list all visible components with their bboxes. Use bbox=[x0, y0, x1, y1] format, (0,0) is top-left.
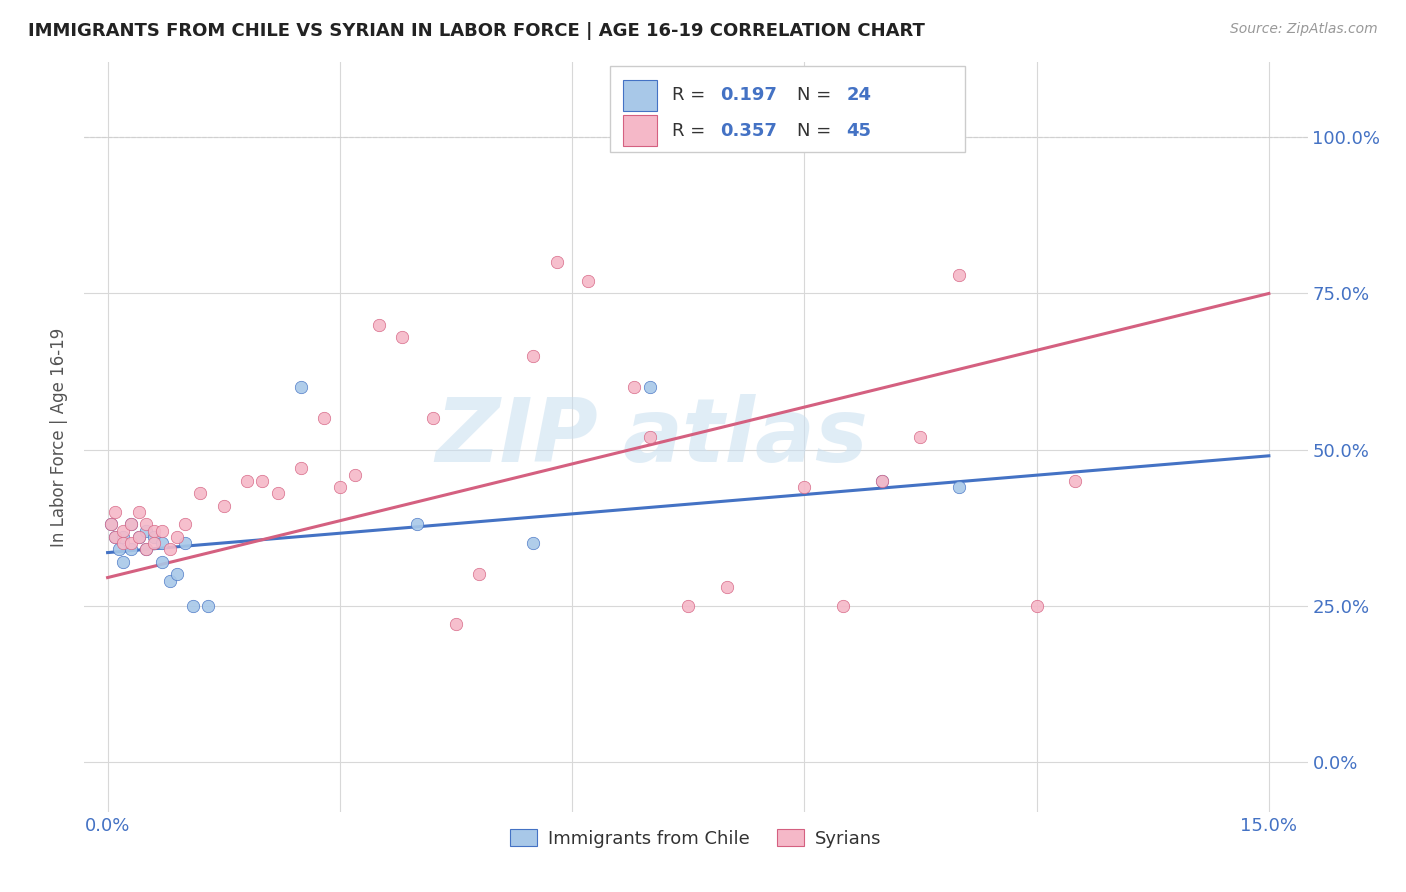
Point bbox=[344, 467, 367, 482]
Point bbox=[143, 524, 166, 538]
Point bbox=[391, 330, 413, 344]
Point bbox=[638, 380, 661, 394]
Point bbox=[174, 517, 197, 532]
Point bbox=[252, 474, 274, 488]
Text: R =: R = bbox=[672, 121, 710, 140]
Legend: Immigrants from Chile, Syrians: Immigrants from Chile, Syrians bbox=[503, 822, 889, 855]
Point bbox=[135, 524, 157, 538]
Point bbox=[290, 380, 312, 394]
Point bbox=[150, 555, 173, 569]
Point bbox=[623, 380, 645, 394]
Point bbox=[290, 461, 312, 475]
Text: R =: R = bbox=[672, 87, 710, 104]
Point bbox=[135, 542, 157, 557]
Point bbox=[1025, 599, 1047, 613]
Point bbox=[135, 542, 157, 557]
Point bbox=[120, 542, 142, 557]
Point bbox=[910, 430, 932, 444]
Point bbox=[948, 480, 970, 494]
Text: N =: N = bbox=[797, 87, 838, 104]
Y-axis label: In Labor Force | Age 16-19: In Labor Force | Age 16-19 bbox=[51, 327, 69, 547]
Point bbox=[150, 524, 173, 538]
Point bbox=[522, 536, 544, 550]
Point bbox=[314, 411, 336, 425]
Point bbox=[104, 530, 127, 544]
Text: 0.197: 0.197 bbox=[720, 87, 778, 104]
Text: 45: 45 bbox=[846, 121, 872, 140]
Point bbox=[120, 536, 142, 550]
Point bbox=[112, 536, 135, 550]
Point bbox=[128, 530, 150, 544]
Text: 24: 24 bbox=[846, 87, 872, 104]
Point bbox=[870, 474, 893, 488]
Point bbox=[406, 517, 429, 532]
Point bbox=[112, 524, 135, 538]
FancyBboxPatch shape bbox=[623, 115, 657, 146]
Point bbox=[112, 555, 135, 569]
Point bbox=[638, 430, 661, 444]
Point bbox=[108, 542, 131, 557]
FancyBboxPatch shape bbox=[610, 66, 965, 153]
Text: IMMIGRANTS FROM CHILE VS SYRIAN IN LABOR FORCE | AGE 16-19 CORRELATION CHART: IMMIGRANTS FROM CHILE VS SYRIAN IN LABOR… bbox=[28, 22, 925, 40]
Point bbox=[546, 255, 568, 269]
Point bbox=[159, 542, 181, 557]
Point bbox=[174, 536, 197, 550]
Point bbox=[150, 536, 173, 550]
Point bbox=[120, 517, 142, 532]
Point bbox=[128, 530, 150, 544]
Point bbox=[1064, 474, 1087, 488]
FancyBboxPatch shape bbox=[623, 79, 657, 112]
Point bbox=[100, 517, 122, 532]
Text: 0.357: 0.357 bbox=[720, 121, 778, 140]
Point bbox=[104, 505, 127, 519]
Point bbox=[522, 349, 544, 363]
Point bbox=[793, 480, 815, 494]
Point bbox=[112, 530, 135, 544]
Point bbox=[468, 567, 491, 582]
Point bbox=[166, 567, 188, 582]
Point bbox=[716, 580, 738, 594]
Point bbox=[267, 486, 290, 500]
Text: N =: N = bbox=[797, 121, 838, 140]
Point bbox=[444, 617, 467, 632]
Point bbox=[676, 599, 699, 613]
Text: Source: ZipAtlas.com: Source: ZipAtlas.com bbox=[1230, 22, 1378, 37]
Text: atlas: atlas bbox=[623, 393, 869, 481]
Point bbox=[236, 474, 259, 488]
Point bbox=[181, 599, 204, 613]
Point bbox=[576, 274, 599, 288]
Point bbox=[128, 505, 150, 519]
Point bbox=[329, 480, 352, 494]
Point bbox=[832, 599, 855, 613]
Point bbox=[422, 411, 444, 425]
Point bbox=[212, 499, 235, 513]
Point bbox=[143, 530, 166, 544]
Point bbox=[948, 268, 970, 282]
Point bbox=[135, 517, 157, 532]
Point bbox=[143, 536, 166, 550]
Point bbox=[367, 318, 389, 332]
Point bbox=[190, 486, 212, 500]
Point bbox=[166, 530, 188, 544]
Point bbox=[197, 599, 219, 613]
Point bbox=[120, 517, 142, 532]
Point bbox=[104, 530, 127, 544]
Point bbox=[100, 517, 122, 532]
Text: ZIP: ZIP bbox=[436, 393, 598, 481]
Point bbox=[870, 474, 893, 488]
Point bbox=[159, 574, 181, 588]
